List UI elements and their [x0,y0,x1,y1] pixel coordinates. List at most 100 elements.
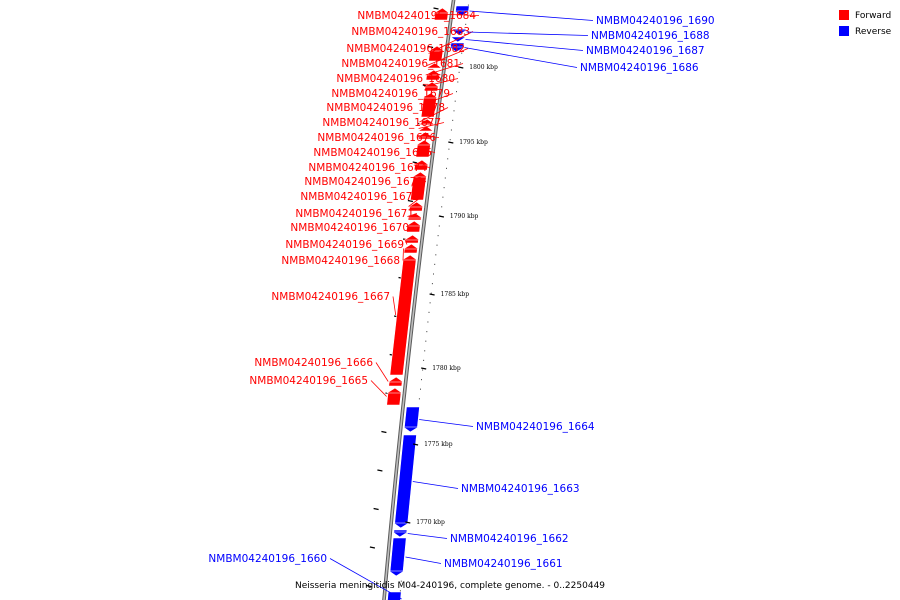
minor-tick [431,283,433,285]
gene-label[interactable]: NMBM04240196_1683 [351,26,470,38]
gene-label-leader [426,48,469,66]
gene-feature-nmbm04240196-1666[interactable] [387,376,405,387]
gene-label[interactable]: NMBM04240196_1669 [285,239,404,251]
minor-tick [458,71,460,73]
gene-label[interactable]: NMBM04240196_1666 [254,357,373,369]
gene-label-leader [425,63,464,76]
gene-feature-nmbm04240196-1675[interactable] [415,139,433,158]
gene-label[interactable]: NMBM04240196_1668 [281,255,400,267]
gene-feature-nmbm04240196-1662[interactable] [391,529,409,538]
legend-forward-swatch [839,10,849,20]
gene-label-leader [411,181,427,187]
backbone-line [383,0,455,600]
gene-feature-nmbm04240196-1686[interactable] [448,42,466,53]
scale-tick-mark [448,141,454,144]
minor-tick [457,81,459,83]
left-tick [369,546,376,549]
minor-tick [436,244,438,246]
gene-label-leader [407,213,418,217]
gene-label[interactable]: NMBM04240196_1673 [304,176,423,188]
gene-feature-nmbm04240196-1679[interactable] [420,92,439,118]
gene-feature-nmbm04240196-1665[interactable] [385,387,403,406]
gene-label[interactable]: NMBM04240196_1672 [300,191,419,203]
minor-tick [421,379,422,381]
left-tick [366,584,372,588]
gene-label[interactable]: NMBM04240196_1690 [596,15,715,27]
gene-label[interactable]: NMBM04240196_1688 [591,30,710,42]
gene-label[interactable]: NMBM04240196_1680 [336,73,455,85]
minor-tick [430,292,432,294]
minor-tick [400,580,402,582]
gene-feature-nmbm04240196-1667[interactable] [389,254,419,376]
gene-feature-nmbm04240196-1668[interactable] [402,243,420,254]
gene-feature-nmbm04240196-1660[interactable] [386,591,402,600]
gene-feature-nmbm04240196-1682[interactable] [425,62,443,69]
gene-feature-nmbm04240196-1690[interactable] [453,5,471,17]
gene-label[interactable]: NMBM04240196_1687 [586,45,705,57]
gene-feature-nmbm04240196-1661[interactable] [388,537,407,577]
gene-label[interactable]: NMBM04240196_1678 [326,102,445,114]
gene-label-leader [408,196,423,207]
gene-label[interactable]: NMBM04240196_1681 [341,58,460,70]
gene-label[interactable]: NMBM04240196_1676 [317,132,436,144]
minor-tick [449,139,451,141]
minor-tick [447,158,449,160]
gene-labels: NMBM04240196_1660 NMBM04240196_1661 NMBM04… [208,10,715,600]
gene-feature-nmbm04240196-1669[interactable] [403,234,421,244]
gene-label[interactable]: NMBM04240196_1684 [357,10,476,22]
gene-label[interactable]: NMBM04240196_1674 [308,162,427,174]
scale-tick-mark [438,215,445,218]
left-tick [427,45,434,49]
scale-tick-label: 1785 kbp [441,291,470,298]
minor-tick [420,388,421,390]
gene-label[interactable]: NMBM04240196_1667 [271,291,390,303]
legend-reverse-label: Reverse [855,27,892,37]
gene-feature-nmbm04240196-1672[interactable] [407,201,425,212]
legend-forward-label: Forward [855,11,891,21]
gene-feature-nmbm04240196-1674[interactable] [412,159,430,171]
gene-label[interactable]: NMBM04240196_1675 [313,147,432,159]
scale-tick-label: 1770 kbp [416,519,445,526]
scale-tick-label: 1795 kbp [459,139,488,146]
gene-feature-nmbm04240196-1673[interactable] [410,171,429,201]
gene-label[interactable]: NMBM04240196_1660 [208,553,327,565]
left-tick [377,469,383,472]
gene-label-leader [375,362,389,382]
gene-feature-nmbm04240196-1687[interactable] [449,36,467,43]
gene-feature-nmbm04240196-1676[interactable] [416,131,434,140]
gene-feature-nmbm04240196-1688[interactable] [450,28,468,36]
gene-feature-nmbm04240196-1678[interactable] [418,118,436,126]
gene-feature-nmbm04240196-1670[interactable] [405,220,423,233]
minor-tick [435,254,437,256]
gene-feature-nmbm04240196-1681[interactable] [424,69,442,81]
scale-tick-mark [458,66,464,69]
gene-label[interactable]: NMBM04240196_1661 [444,558,563,570]
gene-label-leader [424,78,459,87]
minor-tick [463,33,465,35]
gene-label[interactable]: NMBM04240196_1682 [346,43,465,55]
minor-tick [399,590,401,592]
scale-tick-mark [405,521,411,524]
gene-label[interactable]: NMBM04240196_1664 [476,421,595,433]
gene-label[interactable]: NMBM04240196_1670 [290,222,409,234]
gene-label[interactable]: NMBM04240196_1665 [249,375,368,387]
gene-label[interactable]: NMBM04240196_1679 [331,88,450,100]
scale-tick-label: 1800 kbp [469,64,498,71]
gene-feature-nmbm04240196-1677[interactable] [417,125,435,132]
minor-tick [467,4,469,6]
minor-tick [454,100,456,102]
minor-tick [424,350,426,352]
minor-tick [433,273,434,275]
gene-feature-nmbm04240196-1680[interactable] [423,81,441,92]
gene-label[interactable]: NMBM04240196_1677 [322,117,441,129]
minor-tick [427,321,429,323]
gene-label[interactable]: NMBM04240196_1663 [461,483,580,495]
gene-label[interactable]: NMBM04240196_1662 [450,533,569,545]
minor-tick [453,110,455,112]
left-tick [407,199,414,203]
legend-reverse-swatch [839,26,849,36]
gene-feature-nmbm04240196-1664[interactable] [402,406,420,433]
gene-label[interactable]: NMBM04240196_1686 [580,62,699,74]
gene-label[interactable]: NMBM04240196_1671 [295,208,414,220]
